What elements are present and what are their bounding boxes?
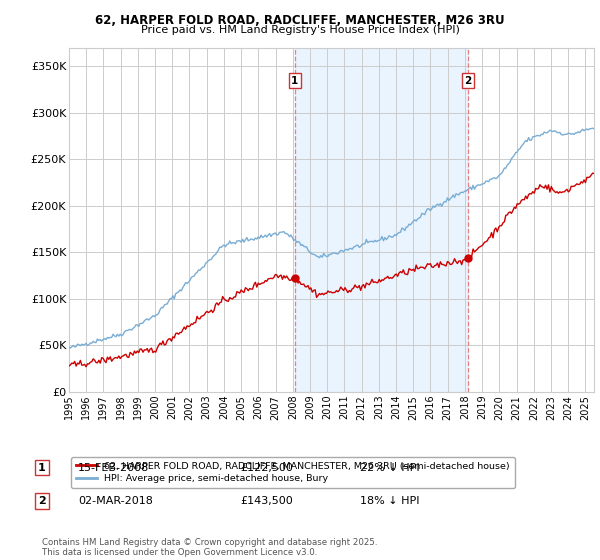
Bar [295,48,468,392]
Text: Contains HM Land Registry data © Crown copyright and database right 2025.
This d: Contains HM Land Registry data © Crown c… [42,538,377,557]
Text: 15-FEB-2008: 15-FEB-2008 [78,463,149,473]
Text: 18% ↓ HPI: 18% ↓ HPI [360,496,419,506]
Text: 2: 2 [38,496,46,506]
Text: 22% ↓ HPI: 22% ↓ HPI [360,463,419,473]
Text: £122,500: £122,500 [240,463,293,473]
Text: 1: 1 [291,76,298,86]
Text: 2: 2 [464,76,472,86]
Text: £143,500: £143,500 [240,496,293,506]
Text: Price paid vs. HM Land Registry's House Price Index (HPI): Price paid vs. HM Land Registry's House … [140,25,460,35]
Text: 02-MAR-2018: 02-MAR-2018 [78,496,153,506]
Legend: 62, HARPER FOLD ROAD, RADCLIFFE, MANCHESTER, M26 3RU (semi-detached house), HPI:: 62, HARPER FOLD ROAD, RADCLIFFE, MANCHES… [71,457,515,488]
Text: 1: 1 [38,463,46,473]
Text: 62, HARPER FOLD ROAD, RADCLIFFE, MANCHESTER, M26 3RU: 62, HARPER FOLD ROAD, RADCLIFFE, MANCHES… [95,14,505,27]
